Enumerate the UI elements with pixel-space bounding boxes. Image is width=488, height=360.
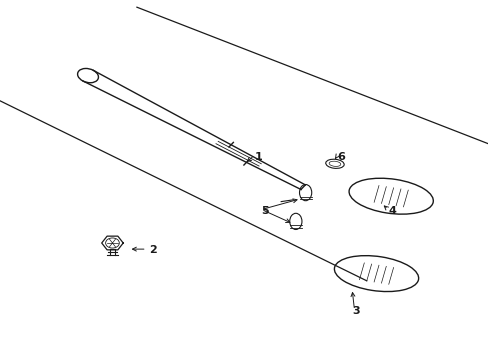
Text: 3: 3 bbox=[351, 306, 359, 316]
Text: 4: 4 bbox=[388, 206, 396, 216]
Text: 1: 1 bbox=[254, 152, 262, 162]
Text: 2: 2 bbox=[149, 245, 157, 255]
Text: 6: 6 bbox=[337, 152, 345, 162]
Text: 5: 5 bbox=[261, 206, 269, 216]
